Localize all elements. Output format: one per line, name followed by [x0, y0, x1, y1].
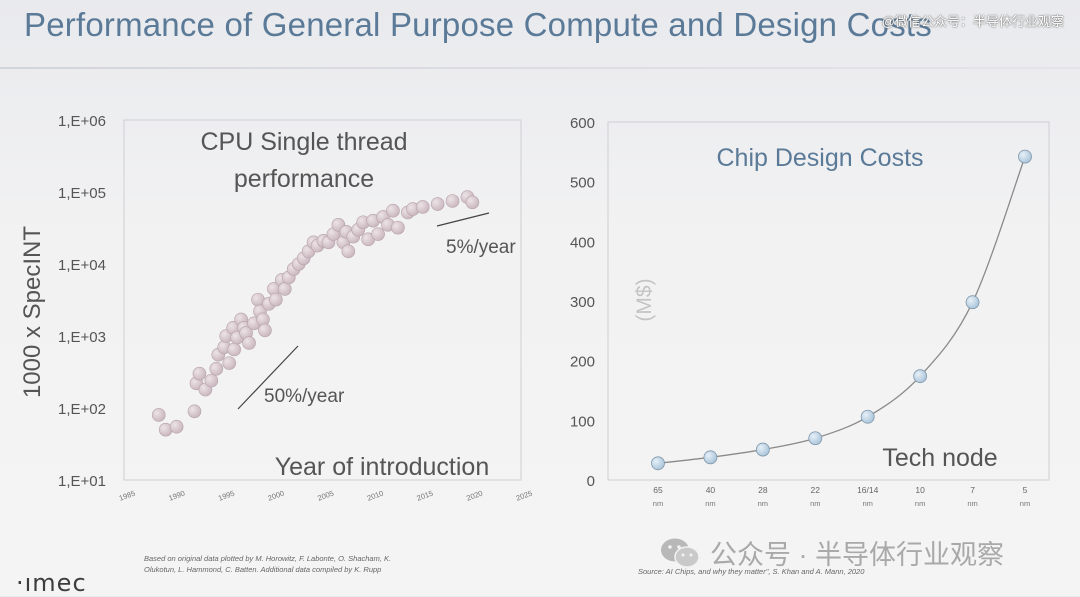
scatter-point — [169, 419, 184, 434]
y-tick-label: 1,E+02 — [58, 401, 106, 418]
x-tick-label: 28 — [758, 485, 768, 495]
x-tick-unit: nm — [1020, 499, 1030, 508]
x-tick-unit: nm — [863, 499, 873, 508]
y-tick-labels: 1,E+06 1,E+05 1,E+04 1,E+03 1,E+02 1,E+01 — [58, 113, 106, 490]
line-point — [808, 431, 823, 446]
y-tick-label: 100 — [570, 413, 595, 430]
x-tick-labels: 65 nm 40 nm 28 nm 22 nm 16/14 nm 10 nm 7 nm 5 nm — [653, 485, 1030, 508]
line-point — [755, 442, 770, 457]
y-tick-label: 600 — [570, 115, 595, 132]
x-tick-label: 7 — [970, 485, 975, 495]
scatter-point — [187, 404, 202, 419]
data-points — [651, 149, 1032, 471]
left-source-note: Based on original data plotted by M. Hor… — [144, 553, 391, 575]
y-tick-label: 500 — [570, 175, 595, 192]
x-tick-labels: 1985 1990 1995 2000 2005 2010 2015 2020 2025 — [118, 489, 534, 503]
x-tick-unit: nm — [705, 499, 715, 508]
y-tick-label: 200 — [570, 354, 595, 371]
scatter-point — [386, 203, 400, 218]
x-tick-label: 5 — [1023, 485, 1028, 495]
line-point — [703, 450, 718, 465]
watermark-bottom: 公众号 · 半导体行业观察 — [660, 533, 1004, 572]
left-source-line-1: Based on original data plotted by M. Hor… — [144, 554, 392, 563]
x-tick-unit: nm — [967, 499, 977, 508]
scatter-point — [204, 373, 219, 388]
x-tick-label: 2000 — [267, 489, 286, 503]
plot-frame — [607, 121, 1050, 481]
x-tick-unit: nm — [915, 499, 925, 508]
imec-logo: ·ımec — [16, 569, 87, 597]
scatter-point — [445, 194, 460, 208]
scatter-point — [192, 366, 207, 381]
trend-line-50 — [237, 345, 299, 410]
line-point — [965, 295, 980, 310]
watermark-text: 公众号 · 半导体行业观察 — [710, 540, 1004, 570]
x-tick-label: 2005 — [316, 489, 335, 503]
x-tick-label: 16/14 — [857, 485, 879, 495]
series-line — [657, 156, 1026, 464]
annotation-5-per-year: 5%/year — [446, 237, 516, 258]
x-tick-label: 2025 — [515, 489, 534, 503]
y-tick-label: 300 — [570, 294, 595, 311]
x-tick-label: 2010 — [366, 489, 385, 503]
x-tick-label: 65 — [653, 485, 663, 495]
x-tick-label: 22 — [811, 485, 821, 495]
y-tick-label: 1,E+04 — [58, 257, 106, 274]
scatter-point — [277, 282, 292, 296]
chart-title-line-2: performance — [234, 165, 374, 193]
x-axis-title: Year of introduction — [275, 453, 490, 481]
y-tick-label: 0 — [587, 473, 595, 490]
scatter-point — [227, 342, 241, 357]
x-tick-unit: nm — [758, 499, 768, 508]
y-tick-labels: 0 100 200 300 400 500 600 — [570, 115, 595, 490]
y-tick-label: 1,E+06 — [58, 113, 106, 130]
x-tick-label: 1985 — [118, 489, 137, 503]
line-point — [913, 369, 928, 384]
y-tick-label: 400 — [570, 234, 595, 251]
x-tick-unit: nm — [653, 499, 663, 508]
scatter-point — [209, 362, 224, 376]
annotation-50-per-year: 50%/year — [264, 386, 345, 407]
x-tick-label: 10 — [915, 485, 925, 495]
scatter-point — [222, 356, 237, 370]
x-tick-label: 2015 — [416, 489, 435, 503]
data-points — [151, 190, 480, 437]
slide-title: Performance of General Purpose Compute a… — [24, 6, 932, 43]
y-tick-label: 1,E+03 — [58, 329, 106, 346]
plot-frame — [123, 119, 522, 481]
x-axis-title: Tech node — [882, 444, 997, 472]
y-axis-title: (M$) — [633, 278, 656, 321]
cpu-performance-chart: 1,E+06 1,E+05 1,E+04 1,E+03 1,E+02 1,E+01 198… — [19, 113, 534, 503]
scatter-point — [391, 220, 405, 235]
line-point — [651, 456, 665, 471]
x-tick-label: 2020 — [465, 489, 484, 503]
scatter-point — [465, 195, 480, 210]
chart-title-line-1: CPU Single thread — [200, 128, 407, 156]
scatter-point — [430, 197, 445, 211]
y-axis-title: 1000 x SpecINT — [19, 226, 46, 398]
right-source-note: Source: AI Chips, and why they matter", … — [638, 567, 865, 576]
scatter-point — [258, 323, 272, 338]
wechat-icon — [661, 538, 700, 568]
scatter-point — [415, 200, 430, 214]
x-tick-label: 1990 — [167, 489, 186, 503]
x-tick-label: 1995 — [217, 489, 236, 503]
left-source-line-2: Olukotun, L. Hammond, C. Batten. Additio… — [144, 565, 382, 574]
y-tick-label: 1,E+05 — [58, 185, 106, 202]
line-point — [860, 409, 875, 424]
chart-title: Chip Design Costs — [716, 144, 923, 172]
scatter-point — [269, 292, 283, 307]
title-divider — [0, 67, 1080, 69]
line-point — [1018, 149, 1032, 164]
y-tick-label: 1,E+01 — [58, 473, 106, 490]
scatter-point — [242, 336, 256, 350]
scatter-point — [341, 244, 356, 259]
scatter-point — [151, 408, 166, 422]
trend-line-5 — [436, 212, 490, 227]
x-tick-label: 40 — [706, 485, 716, 495]
x-tick-unit: nm — [810, 499, 820, 508]
watermark-top: @微信公众号：半导体行业观察 — [881, 14, 1064, 29]
scatter-point — [371, 227, 385, 241]
